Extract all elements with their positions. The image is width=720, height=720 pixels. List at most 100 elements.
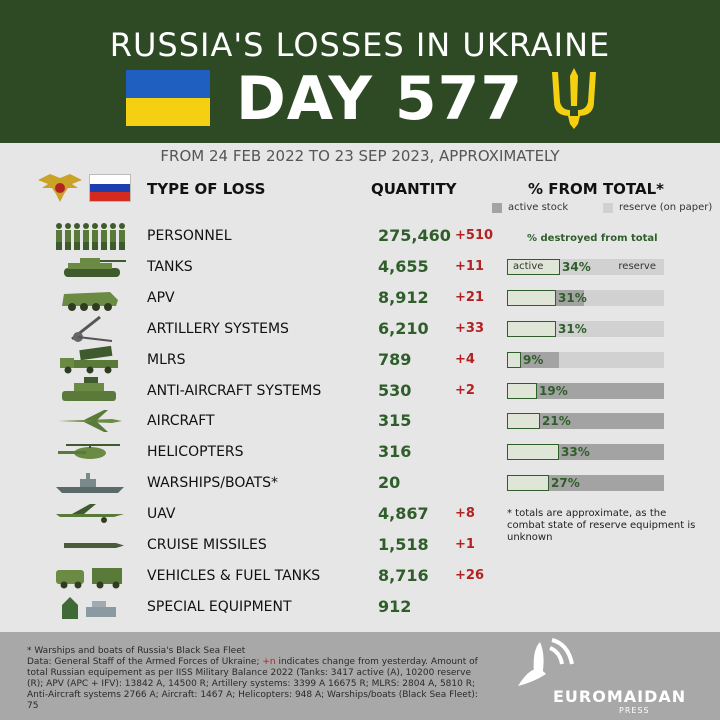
percent-label: 31% [558,290,587,305]
loss-label: PERSONNEL [147,228,232,244]
date-range: FROM 24 FEB 2022 TO 23 SEP 2023, APPROXI… [160,147,560,165]
mlrs-icon [60,345,118,374]
loss-quantity: 912 [378,596,412,616]
loss-label: ANTI-AIRCRAFT SYSTEMS [147,382,322,399]
percent-label: 27% [551,476,580,491]
percent-bar: 31% [507,320,664,337]
loss-row: PERSONNEL 275,460 +510 [0,222,720,250]
loss-row: VEHICLES & FUEL TANKS 8,716 +26 [0,562,720,590]
trident-icon [552,68,596,129]
ukraine-flag-icon [126,70,210,126]
artillery-icon [71,315,113,342]
totals-note: * totals are approximate, as the combat … [507,508,696,543]
percent-bar: 31% [507,289,664,306]
loss-row: ANTI-AIRCRAFT SYSTEMS 530 +2 19% [0,376,720,405]
loss-change: +1 [455,537,475,552]
russia-flag-icon [89,174,131,202]
anti-aircraft-icon [62,376,116,401]
destroyed-segment [507,258,560,275]
reserve-tag: reserve [618,260,656,272]
loss-change: +11 [455,258,484,274]
active-segment [507,413,664,430]
tank-icon [64,257,126,277]
loss-label: TANKS [147,258,193,275]
loss-label: SPECIAL EQUIPMENT [147,598,292,615]
destroyed-segment [507,444,559,461]
helicopter-icon [58,444,120,460]
destroyed-segment [507,475,549,492]
apc-icon [62,291,118,311]
loss-quantity: 6,210 [378,318,429,338]
loss-row: TANKS 4,655 +11 active reserve 34% [0,253,720,281]
loss-label: ARTILLERY SYSTEMS [147,320,289,337]
active-segment [507,382,664,399]
loss-quantity: 8,912 [378,287,429,307]
loss-row: CRUISE MISSILES 1,518 +1 [0,531,720,559]
loss-quantity: 4,867 [378,504,429,524]
percent-bar: 27% [507,475,664,492]
destroyed-segment [507,289,556,306]
percent-label: 31% [558,321,587,336]
source-text: * Warships and boats of Russia's Black S… [27,646,478,711]
loss-change: +21 [455,289,484,305]
loss-label: WARSHIPS/BOATS* [147,475,279,492]
loss-quantity: 530 [378,380,412,400]
warship-icon [56,473,124,494]
percent-label: 21% [542,414,571,429]
footer: * Warships and boats of Russia's Black S… [0,632,720,720]
loss-label: UAV [147,506,176,523]
logo-subtext: PRESS [619,706,650,715]
loss-change: +26 [455,567,484,583]
aircraft-icon [58,410,122,433]
loss-change: +2 [455,382,475,398]
loss-quantity: 20 [378,473,401,493]
loss-quantity: 8,716 [378,565,429,585]
loss-change: +510 [455,228,494,243]
legend-reserve: reserve (on paper) [603,202,712,213]
loss-row: ARTILLERY SYSTEMS 6,210 +33 31% [0,315,720,343]
destroyed-segment [507,382,537,399]
loss-label: APV [147,289,175,306]
loss-change: +8 [455,506,475,522]
loss-row: HELICOPTERS 316 33% [0,438,720,466]
destroyed-segment [507,320,556,337]
legend-active: active stock [492,202,568,213]
loss-row: UAV 4,867 +8 [0,500,720,528]
percent-label: 9% [523,352,544,367]
column-quantity-header: QUANTITY [371,180,457,198]
loss-quantity: 789 [378,349,412,369]
loss-quantity: 4,655 [378,256,429,276]
special-equipment-icon [62,596,116,619]
loss-quantity: 315 [378,411,412,431]
loss-quantity: 275,460 [378,226,451,245]
loss-quantity: 1,518 [378,535,429,554]
loss-row: AIRCRAFT 315 21% [0,407,720,435]
loss-row: SPECIAL EQUIPMENT 912 [0,593,720,621]
loss-quantity: 316 [378,442,412,462]
page-title: RUSSIA'S LOSSES IN UKRAINE [109,26,611,64]
euromaidan-logo-icon [518,638,574,686]
loss-row: MLRS 789 +4 9% [0,345,720,374]
destroyed-segment [507,413,540,430]
loss-label: VEHICLES & FUEL TANKS [147,567,321,584]
loss-label: MLRS [147,351,186,368]
percent-bar: 33% [507,444,664,461]
percent-label: 33% [561,445,590,460]
percent-bar: 19% [507,382,664,399]
loss-label: CRUISE MISSILES [147,537,267,553]
percent-bar: 21% [507,413,664,430]
truck-icon [56,567,122,589]
uav-icon [56,504,124,524]
destroyed-note: % destroyed from total [527,233,658,244]
loss-label: HELICOPTERS [147,444,244,461]
percent-label: 34% [562,259,591,274]
column-percent-header: % FROM TOTAL* [528,180,665,198]
loss-row: WARSHIPS/BOATS* 20 27% [0,469,720,497]
percent-label: 19% [539,383,568,398]
destroyed-segment [507,351,521,368]
cruise-missile-icon [58,538,124,553]
loss-row: APV 8,912 +21 31% [0,284,720,312]
logo-text: EUROMAIDAN [553,687,687,706]
day-counter: DAY 577 [236,64,524,134]
active-tag: active [513,260,544,272]
